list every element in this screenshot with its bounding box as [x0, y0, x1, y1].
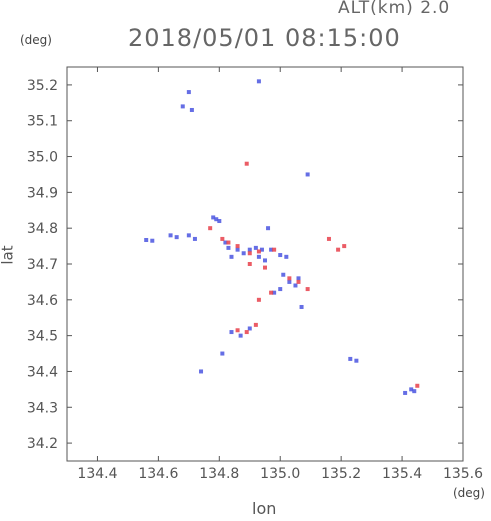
data-point: [199, 369, 204, 374]
x-tick-label: 134.6: [138, 466, 178, 482]
data-point: [168, 233, 173, 238]
data-point: [208, 226, 213, 231]
x-tick-label: 135.2: [321, 466, 361, 482]
data-point: [342, 244, 347, 249]
plot-frame: [66, 66, 464, 462]
altitude-label: ALT(km) 2.0: [338, 0, 451, 18]
data-point: [409, 387, 414, 392]
data-point: [348, 356, 353, 361]
data-point: [241, 251, 246, 256]
data-point: [253, 322, 258, 327]
data-point: [253, 245, 258, 250]
x-tick-label: 134.4: [77, 466, 117, 482]
y-tick-label: 35.1: [27, 114, 58, 130]
y-tick-label: 34.9: [27, 185, 58, 201]
data-point: [220, 236, 225, 241]
data-point: [223, 240, 228, 245]
data-point: [247, 251, 252, 256]
data-point: [299, 304, 304, 309]
data-point: [247, 262, 252, 266]
data-point: [296, 276, 301, 281]
data-point: [189, 107, 194, 112]
data-point: [256, 249, 261, 254]
data-point: [150, 238, 155, 243]
data-point: [272, 290, 277, 295]
x-tick-label: 135.4: [382, 466, 422, 482]
data-point: [256, 79, 261, 84]
data-point: [186, 233, 191, 238]
data-point: [220, 351, 225, 356]
data-point: [174, 235, 179, 240]
data-point: [256, 297, 261, 302]
y-tick-label: 34.6: [27, 293, 58, 309]
y-unit-label: (deg): [20, 33, 52, 47]
data-point: [269, 247, 274, 252]
data-point: [229, 254, 234, 259]
y-tick-label: 34.3: [27, 400, 58, 416]
y-tick-label: 34.5: [27, 329, 58, 345]
data-point: [293, 283, 298, 288]
data-point: [278, 253, 283, 258]
data-point: [305, 172, 310, 177]
y-tick-label: 34.2: [27, 436, 58, 452]
data-point: [296, 279, 301, 284]
data-point: [235, 328, 240, 333]
data-point: [326, 236, 331, 241]
data-point: [226, 240, 231, 245]
data-point: [192, 236, 197, 241]
y-tick-label: 34.7: [27, 257, 58, 273]
data-point: [263, 258, 267, 263]
data-point: [305, 287, 310, 292]
data-point: [180, 104, 185, 109]
x-tick-label: 135.0: [260, 466, 300, 482]
x-tick-label: 134.8: [199, 466, 239, 482]
x-axis-label: lon: [252, 499, 277, 518]
data-point: [415, 383, 420, 388]
data-point: [244, 161, 249, 166]
data-point: [244, 330, 249, 335]
data-point: [235, 244, 240, 249]
data-point: [256, 254, 261, 259]
data-point: [229, 330, 234, 335]
data-points: [144, 79, 420, 395]
data-point: [238, 333, 243, 338]
data-point: [186, 90, 191, 95]
data-point: [259, 247, 264, 252]
data-point: [278, 287, 283, 292]
data-point: [217, 219, 222, 224]
data-point: [247, 247, 252, 252]
data-point: [412, 389, 417, 394]
data-point: [214, 217, 219, 222]
data-point: [287, 279, 292, 284]
data-point: [272, 247, 277, 252]
axis-ticks: 134.4 134.6 134.8 135.0 135.2 135.4 135.6 35.2 3…: [27, 67, 483, 482]
data-point: [403, 390, 408, 395]
data-point: [263, 265, 267, 270]
y-tick-label: 35.0: [27, 150, 58, 166]
data-point: [226, 245, 231, 250]
data-point: [336, 247, 341, 252]
data-point: [354, 358, 359, 363]
data-point: [284, 254, 289, 259]
data-point: [269, 290, 274, 295]
x-unit-label: (deg): [453, 486, 485, 500]
data-point: [235, 247, 240, 252]
y-tick-label: 34.4: [27, 364, 58, 380]
y-tick-label: 35.2: [27, 78, 58, 94]
data-point: [247, 326, 252, 331]
chart-title: 2018/05/01 08:15:00: [128, 24, 401, 52]
y-tick-label: 34.8: [27, 221, 58, 237]
data-point: [287, 276, 292, 281]
data-point: [281, 272, 286, 277]
data-point: [266, 226, 271, 231]
data-point: [211, 215, 216, 220]
data-point: [144, 238, 149, 243]
x-tick-label: 135.6: [443, 466, 483, 482]
